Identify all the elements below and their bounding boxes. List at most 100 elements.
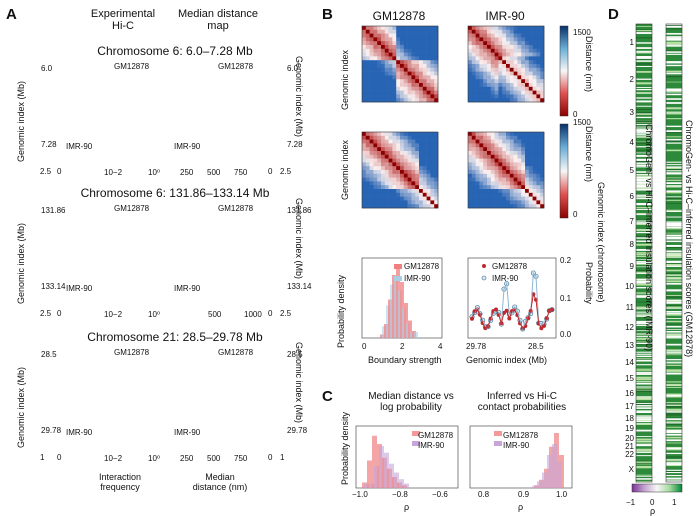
insulation-stripe <box>636 26 652 27</box>
insulation-stripe <box>636 369 652 370</box>
insulation-stripe <box>636 391 652 392</box>
insulation-stripe <box>636 449 652 451</box>
insulation-stripe <box>666 277 682 278</box>
insulation-stripe <box>636 463 652 464</box>
insulation-stripe <box>666 251 682 253</box>
insulation-stripe <box>666 352 682 353</box>
insulation-stripe <box>636 397 652 398</box>
insulation-stripe <box>666 337 682 338</box>
insulation-stripe <box>666 190 682 191</box>
insulation-stripe <box>666 241 682 243</box>
insulation-stripe <box>666 280 682 281</box>
insulation-stripe <box>666 103 682 104</box>
panel-d-label-imr90: ChromoGen- vs Hi-C–inferred insulation s… <box>644 124 654 351</box>
insulation-stripe <box>666 422 682 423</box>
insulation-stripe <box>636 89 652 90</box>
insulation-stripe <box>666 394 682 395</box>
insulation-stripe <box>636 354 652 355</box>
insulation-stripe <box>636 56 652 57</box>
insulation-stripe <box>636 461 652 462</box>
insulation-stripe <box>636 47 652 49</box>
insulation-stripe <box>666 314 682 316</box>
insulation-stripe <box>666 61 682 63</box>
insulation-stripe <box>666 384 682 386</box>
insulation-stripe <box>666 359 682 360</box>
insulation-stripe <box>666 255 682 256</box>
insulation-stripe <box>666 118 682 119</box>
insulation-stripe <box>666 233 682 234</box>
insulation-stripe <box>666 449 682 450</box>
panel-d-chrom-label: 18 <box>620 414 634 423</box>
panel-d-chrom-label: 11 <box>620 303 634 312</box>
insulation-stripe <box>666 253 682 254</box>
insulation-stripe <box>636 29 652 30</box>
insulation-stripe <box>636 424 652 425</box>
insulation-stripe <box>666 313 682 314</box>
insulation-stripe <box>666 28 682 29</box>
insulation-stripe <box>636 479 652 480</box>
insulation-stripe <box>666 238 682 239</box>
insulation-stripe <box>666 345 682 346</box>
insulation-stripe <box>636 379 652 380</box>
insulation-stripe <box>666 460 682 461</box>
panel-d-ylabel: Genomic index (chromosome) <box>596 182 606 303</box>
panel-d-chrom-label: 3 <box>620 108 634 117</box>
insulation-stripe <box>666 192 682 193</box>
insulation-stripe <box>636 438 652 440</box>
insulation-stripe <box>636 441 652 442</box>
insulation-stripe <box>666 387 682 388</box>
insulation-stripe <box>666 354 682 355</box>
panel-d-chrom-label: 19 <box>620 424 634 433</box>
insulation-stripe <box>666 223 682 225</box>
insulation-stripe <box>666 54 682 55</box>
insulation-stripe <box>666 301 682 302</box>
insulation-stripe <box>666 166 682 167</box>
insulation-stripe <box>636 57 652 59</box>
insulation-stripe <box>666 237 682 238</box>
insulation-stripe <box>636 37 652 38</box>
insulation-stripe <box>636 386 652 387</box>
insulation-stripe <box>636 444 652 445</box>
insulation-stripe <box>666 281 682 282</box>
insulation-stripe <box>636 352 652 353</box>
insulation-stripe <box>666 91 682 92</box>
panel-d-chrom-label: 9 <box>620 262 634 271</box>
insulation-stripe <box>666 130 682 131</box>
insulation-stripe <box>636 120 652 122</box>
panel-d-chrom-label: 10 <box>620 282 634 291</box>
insulation-stripe <box>666 437 682 439</box>
insulation-stripe <box>636 412 652 413</box>
insulation-stripe <box>666 283 682 284</box>
insulation-stripe <box>666 365 682 366</box>
insulation-stripe <box>666 261 682 263</box>
insulation-stripe <box>666 42 682 43</box>
insulation-stripe <box>666 65 682 66</box>
insulation-stripe <box>666 362 682 363</box>
insulation-stripe <box>666 172 682 173</box>
insulation-stripe <box>636 60 652 62</box>
insulation-stripe <box>666 178 682 179</box>
insulation-stripe <box>636 79 652 80</box>
insulation-stripe <box>666 150 682 152</box>
panel-d-cbar-tick-0: −1 <box>626 498 635 507</box>
insulation-stripe <box>666 404 682 405</box>
insulation-stripe <box>666 430 682 431</box>
insulation-stripe <box>666 264 682 265</box>
insulation-stripe <box>666 25 682 26</box>
insulation-stripe <box>666 478 682 479</box>
panel-d-chrom-label: 13 <box>620 341 634 350</box>
panel-d-chrom-label: 1 <box>620 38 634 47</box>
insulation-stripe <box>636 403 652 404</box>
insulation-stripe <box>666 102 682 103</box>
insulation-stripe <box>636 466 652 467</box>
insulation-stripe <box>666 266 682 267</box>
insulation-stripe <box>666 321 682 323</box>
insulation-stripe <box>666 459 682 460</box>
insulation-stripe <box>636 383 652 385</box>
insulation-stripe <box>666 329 682 330</box>
insulation-stripe <box>636 436 652 437</box>
insulation-stripe <box>666 162 682 163</box>
insulation-stripe <box>666 411 682 412</box>
insulation-stripe <box>666 34 682 35</box>
